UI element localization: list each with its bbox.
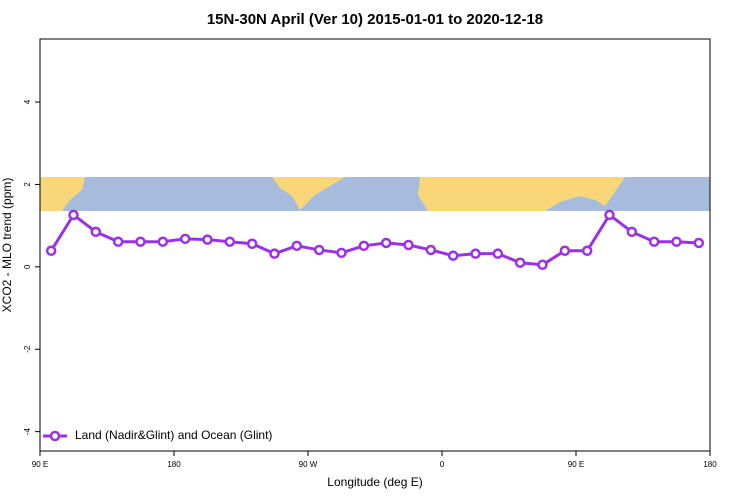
data-point bbox=[604, 209, 615, 221]
data-point bbox=[403, 239, 414, 251]
y-tick-label: -2 bbox=[23, 345, 32, 353]
legend-label: Land (Nadir&Glint) and Ocean (Glint) bbox=[75, 428, 272, 442]
data-point bbox=[425, 244, 437, 256]
data-point bbox=[291, 240, 303, 252]
y-tick-label: -4 bbox=[23, 428, 32, 436]
data-point bbox=[380, 237, 392, 249]
y-axis-label: XCO2 - MLO trend (ppm) bbox=[0, 178, 14, 313]
x-tick-label: 0 bbox=[440, 460, 445, 469]
x-tick-label: 180 bbox=[703, 460, 717, 469]
data-point bbox=[447, 250, 459, 261]
data-point bbox=[336, 247, 347, 259]
data-point bbox=[246, 238, 258, 250]
data-point bbox=[90, 226, 102, 238]
data-point bbox=[693, 237, 705, 249]
data-point bbox=[358, 240, 370, 252]
x-axis-label: Longitude (deg E) bbox=[327, 475, 422, 489]
data-point bbox=[112, 236, 124, 247]
data-point bbox=[581, 245, 593, 257]
map-strip bbox=[40, 177, 710, 211]
plot-frame bbox=[39, 38, 711, 452]
legend-marker bbox=[49, 430, 61, 442]
data-point bbox=[202, 234, 213, 245]
y-tick-label: 4 bbox=[23, 99, 32, 104]
data-point bbox=[179, 233, 191, 245]
y-tick-label: 0 bbox=[23, 264, 32, 269]
data-point bbox=[648, 236, 660, 247]
x-tick-label: 180 bbox=[167, 460, 181, 469]
data-point bbox=[269, 248, 280, 259]
data-point bbox=[492, 248, 504, 259]
data-point bbox=[224, 236, 236, 247]
data-point bbox=[671, 236, 682, 247]
data-point bbox=[135, 236, 146, 247]
data-point bbox=[514, 257, 526, 268]
x-tick-label: 90 W bbox=[299, 460, 318, 469]
data-point bbox=[45, 245, 57, 257]
data-point bbox=[626, 226, 638, 238]
data-point bbox=[470, 248, 481, 259]
x-tick-label: 90 E bbox=[568, 460, 584, 469]
data-point bbox=[559, 245, 571, 257]
series-line bbox=[49, 212, 699, 267]
data-point bbox=[157, 236, 169, 247]
x-tick-label: 90 E bbox=[32, 460, 48, 469]
data-point bbox=[313, 244, 325, 256]
data-point bbox=[68, 209, 79, 221]
chart-title: 15N-30N April (Ver 10) 2015-01-01 to 202… bbox=[207, 11, 543, 28]
data-point bbox=[537, 259, 548, 271]
y-tick-label: 2 bbox=[23, 182, 32, 187]
